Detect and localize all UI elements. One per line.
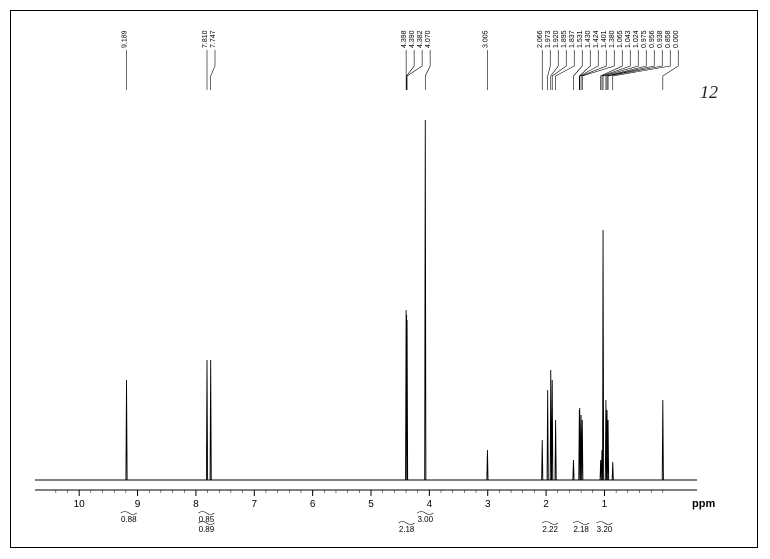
svg-text:1.024: 1.024 [633,30,640,48]
svg-text:1.401: 1.401 [601,30,608,48]
svg-text:0.858: 0.858 [665,30,672,48]
svg-text:9: 9 [135,499,141,510]
svg-text:4.070: 4.070 [425,30,432,48]
svg-text:ppm: ppm [692,498,715,510]
svg-text:1: 1 [602,499,608,510]
svg-text:7.747: 7.747 [210,30,217,48]
svg-text:0.89: 0.89 [199,525,215,534]
svg-text:2.18: 2.18 [573,525,589,534]
handwritten-note: 12 [700,82,718,103]
svg-text:1.424: 1.424 [593,30,600,48]
note-text: 12 [700,82,718,102]
svg-text:1.973: 1.973 [545,30,552,48]
svg-text:8: 8 [193,499,199,510]
svg-text:4.390: 4.390 [409,30,416,48]
svg-text:4.398: 4.398 [401,30,408,48]
svg-text:2.18: 2.18 [399,525,415,534]
svg-text:3: 3 [485,499,491,510]
svg-text:0.975: 0.975 [641,30,648,48]
svg-text:0.956: 0.956 [649,30,656,48]
svg-text:7: 7 [251,499,257,510]
nmr-spectrum: 10987654321ppm9.1897.8107.7474.3984.3904… [0,0,770,559]
svg-text:1.920: 1.920 [553,30,560,48]
svg-text:1.895: 1.895 [561,30,568,48]
svg-text:0.88: 0.88 [121,515,137,524]
svg-text:0.000: 0.000 [673,30,680,48]
svg-text:2.22: 2.22 [542,525,558,534]
svg-text:0.85: 0.85 [199,515,215,524]
svg-text:1.065: 1.065 [617,30,624,48]
svg-text:1.531: 1.531 [577,30,584,48]
svg-text:3.005: 3.005 [482,30,489,48]
svg-text:1.430: 1.430 [585,30,592,48]
svg-text:4: 4 [427,499,433,510]
svg-text:5: 5 [368,499,374,510]
svg-text:0.938: 0.938 [657,30,664,48]
svg-text:7.810: 7.810 [202,30,209,48]
svg-text:4.382: 4.382 [417,30,424,48]
svg-text:2.066: 2.066 [537,30,544,48]
svg-text:10: 10 [74,499,86,510]
svg-text:3.00: 3.00 [417,515,433,524]
svg-text:1.043: 1.043 [625,30,632,48]
svg-text:3.20: 3.20 [597,525,613,534]
svg-text:2: 2 [543,499,549,510]
svg-text:1.380: 1.380 [609,30,616,48]
svg-text:1.837: 1.837 [569,30,576,48]
svg-text:6: 6 [310,499,316,510]
svg-text:9.189: 9.189 [122,30,129,48]
